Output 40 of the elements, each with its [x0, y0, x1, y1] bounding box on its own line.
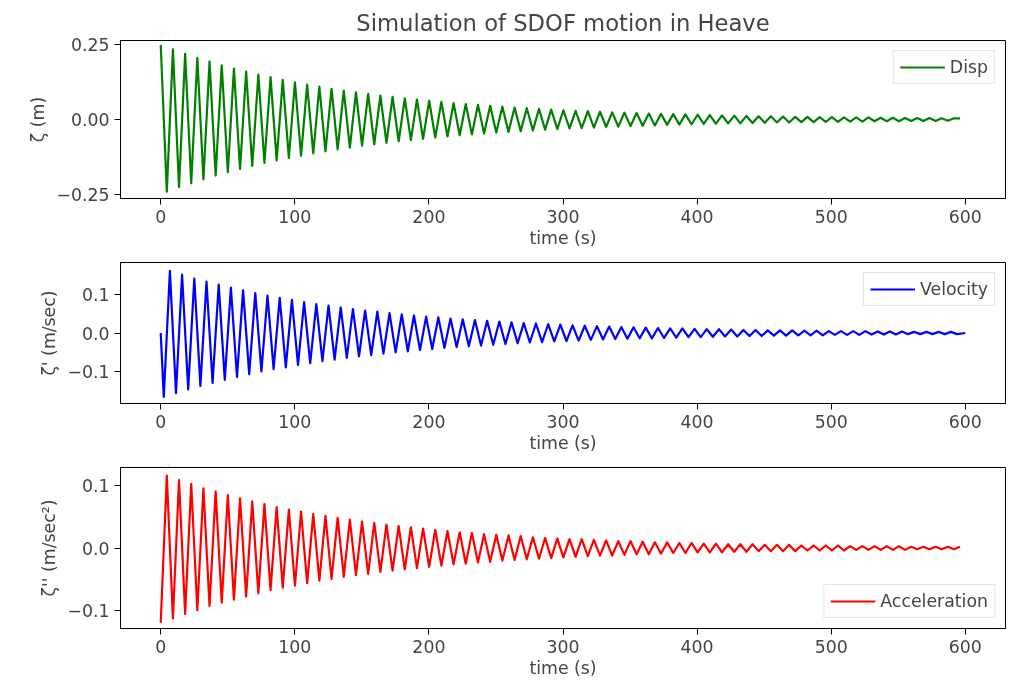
y-axis-title: ζ (m): [28, 96, 49, 143]
y-tick-label: 0.0: [81, 323, 110, 344]
y-tick-label: 0.0: [81, 538, 110, 559]
y-tick-label: −0.1: [67, 361, 110, 382]
y-tick-label: −0.25: [56, 184, 110, 205]
x-tick-label: 500: [814, 636, 848, 657]
x-axis-title: time (s): [529, 432, 597, 453]
chart-title: Simulation of SDOF motion in Heave: [356, 9, 770, 36]
x-tick-label: 0: [155, 206, 167, 227]
x-tick-label: 300: [546, 411, 580, 432]
x-tick-label: 600: [948, 636, 982, 657]
legend-label: Disp: [949, 57, 988, 77]
x-tick-label: 100: [278, 411, 312, 432]
y-tick-label: 0.00: [70, 110, 110, 130]
legend-label: Acceleration: [880, 591, 988, 611]
x-tick-label: 300: [546, 206, 580, 227]
x-tick-label: 600: [948, 206, 982, 227]
x-axis-title: time (s): [529, 227, 597, 248]
x-tick-label: 200: [412, 636, 446, 657]
x-tick-label: 400: [680, 206, 714, 227]
x-tick-label: 100: [278, 636, 312, 657]
x-tick-label: 600: [948, 411, 982, 432]
y-tick-label: 0.1: [81, 475, 110, 496]
y-axis-title: ζ'' (m/sec²): [39, 499, 60, 597]
x-tick-label: 100: [278, 206, 312, 227]
x-tick-label: 200: [412, 206, 446, 227]
x-axis-title: time (s): [529, 657, 597, 678]
x-tick-label: 0: [155, 636, 167, 657]
y-tick-label: −0.1: [67, 601, 110, 622]
x-tick-label: 400: [680, 636, 714, 657]
x-tick-label: 200: [412, 411, 446, 432]
y-tick-label: 0.25: [70, 35, 110, 56]
x-tick-label: 500: [814, 411, 848, 432]
x-tick-label: 500: [814, 206, 848, 227]
x-tick-label: 400: [680, 411, 714, 432]
y-axis-title: ζ' (m/sec): [39, 290, 60, 376]
x-tick-label: 0: [155, 411, 167, 432]
y-tick-label: 0.1: [81, 285, 110, 306]
legend-label: Velocity: [920, 279, 988, 299]
x-tick-label: 300: [546, 636, 580, 657]
